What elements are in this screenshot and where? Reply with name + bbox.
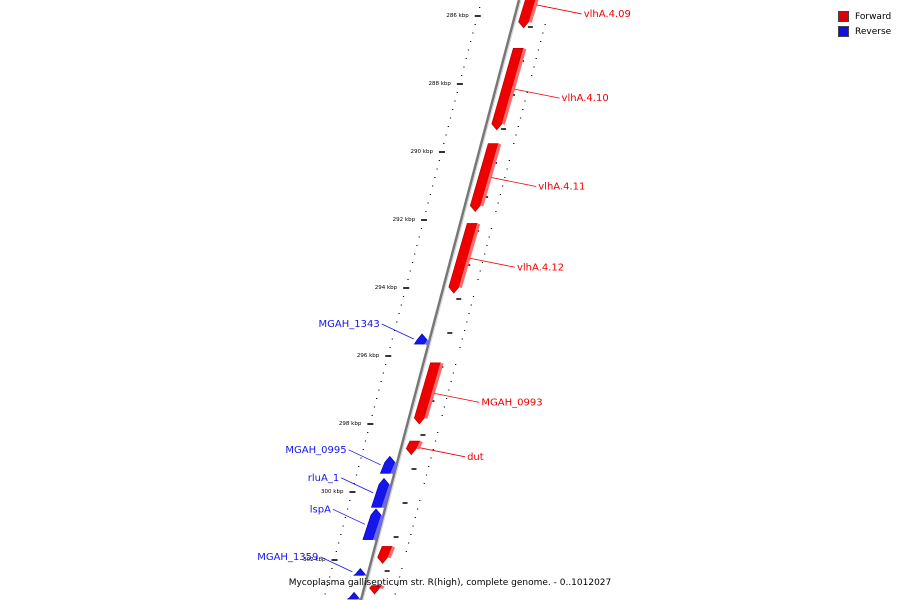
gene-label: vlhA.4.12 — [517, 262, 564, 273]
gene-body — [405, 440, 421, 456]
gene-label: MGAH_1359 — [257, 552, 318, 563]
tick-label: 292 kbp — [393, 217, 416, 223]
tick-label: 302 kbp — [303, 557, 326, 563]
gene-body — [353, 568, 366, 576]
legend-forward: Forward — [838, 9, 891, 24]
gene-body — [413, 333, 428, 345]
legend-forward-label: Forward — [855, 11, 892, 22]
gene-body — [347, 591, 360, 600]
gene-side — [387, 546, 396, 559]
gene-side — [424, 339, 431, 346]
gene-body — [414, 362, 441, 425]
gene-label: dut — [467, 452, 484, 463]
gene-body — [448, 223, 478, 294]
gene-label: lspA — [310, 504, 331, 515]
gene-body — [518, 0, 536, 29]
gene-unlabeled_fwd_1 — [377, 546, 396, 564]
tick-label: 300 kbp — [321, 489, 344, 495]
gene-body — [370, 477, 390, 508]
gene-vlhA.4.10 — [491, 47, 527, 131]
gene-vlhA.4.11 — [469, 143, 502, 212]
gene-side — [458, 223, 481, 289]
gene-leader-line — [469, 257, 516, 268]
gene-side — [390, 462, 398, 475]
gene-side — [501, 48, 527, 125]
backbone-layer — [359, 0, 522, 600]
gene-leader-line — [381, 323, 414, 340]
gene-rluA_1 — [370, 477, 393, 509]
legend-reverse-label: Reverse — [855, 26, 892, 37]
gene-body — [362, 508, 382, 540]
tick-label: 288 kbp — [428, 81, 451, 87]
tick-label: 286 kbp — [446, 13, 469, 19]
gene-MGAH_0993 — [414, 362, 444, 425]
gene-leader-line — [420, 447, 466, 458]
map-caption: Mycoplasma gallisepticum str. R(high), c… — [288, 578, 612, 588]
gene-lspA — [362, 508, 384, 541]
tick-label: 290 kbp — [411, 149, 434, 155]
gene-unlabeled_rev_1 — [347, 591, 363, 600]
chromosome-backbone — [359, 0, 521, 600]
legend-reverse: Reverse — [838, 24, 891, 39]
gene-label: vlhA.4.10 — [562, 93, 609, 104]
gene-side — [363, 574, 369, 577]
gene-MGAH_1359 — [353, 568, 369, 577]
gene-side — [424, 362, 444, 419]
tick-label: 298 kbp — [339, 421, 362, 427]
gene-leader-line — [348, 449, 381, 466]
gene-MGAH_1343 — [413, 333, 431, 346]
gene-leader-line — [434, 393, 480, 403]
gene-leader-line — [536, 4, 582, 15]
gene-dut — [405, 440, 423, 456]
forward-swatch — [838, 11, 849, 22]
gene-side — [379, 585, 385, 589]
gene-leader-line — [320, 556, 353, 573]
gene-leader-line — [514, 88, 560, 99]
reverse-swatch — [838, 26, 849, 37]
gene-vlhA.4.12 — [448, 223, 481, 294]
gene-layer — [347, 0, 539, 600]
gene-body — [491, 47, 524, 131]
gene-body — [377, 546, 393, 564]
gene-side — [528, 0, 539, 23]
gene-MGAH_0995 — [379, 455, 398, 475]
gene-side — [381, 484, 393, 509]
gene-label: vlhA.4.09 — [584, 9, 631, 20]
gene-label: MGAH_0995 — [285, 445, 346, 456]
gene-body — [379, 455, 396, 474]
gene-leader-line — [491, 177, 537, 187]
tick-layer: 286 kbp 288 kbp 290 kbp 292 kbp 294 kbp 296 k… — [303, 7, 551, 595]
tick-label: 294 kbp — [375, 285, 398, 291]
chromosome-backbone-highlight — [362, 0, 522, 600]
gene-body — [369, 585, 383, 595]
gene-vlhA.4.09 — [518, 0, 539, 29]
gene-unlabeled_fwd_2 — [369, 585, 385, 595]
gene-label: MGAH_1343 — [319, 319, 380, 330]
label-layer: vlhA.4.09 vlhA.4.10 vlhA.4.11 vlhA.4.12 MGAH… — [257, 4, 631, 573]
legend: Forward Reverse — [838, 9, 891, 39]
gene-side — [416, 441, 423, 450]
gene-label: rluA_1 — [308, 473, 339, 484]
gene-side — [480, 143, 502, 207]
gene-body — [469, 143, 499, 212]
tick-label: 296 kbp — [357, 353, 380, 359]
gene-label: vlhA.4.11 — [538, 182, 585, 193]
gene-leader-line — [341, 477, 374, 494]
gene-leader-line — [332, 508, 366, 525]
gene-side — [372, 515, 384, 541]
gene-label: MGAH_0993 — [481, 397, 542, 408]
